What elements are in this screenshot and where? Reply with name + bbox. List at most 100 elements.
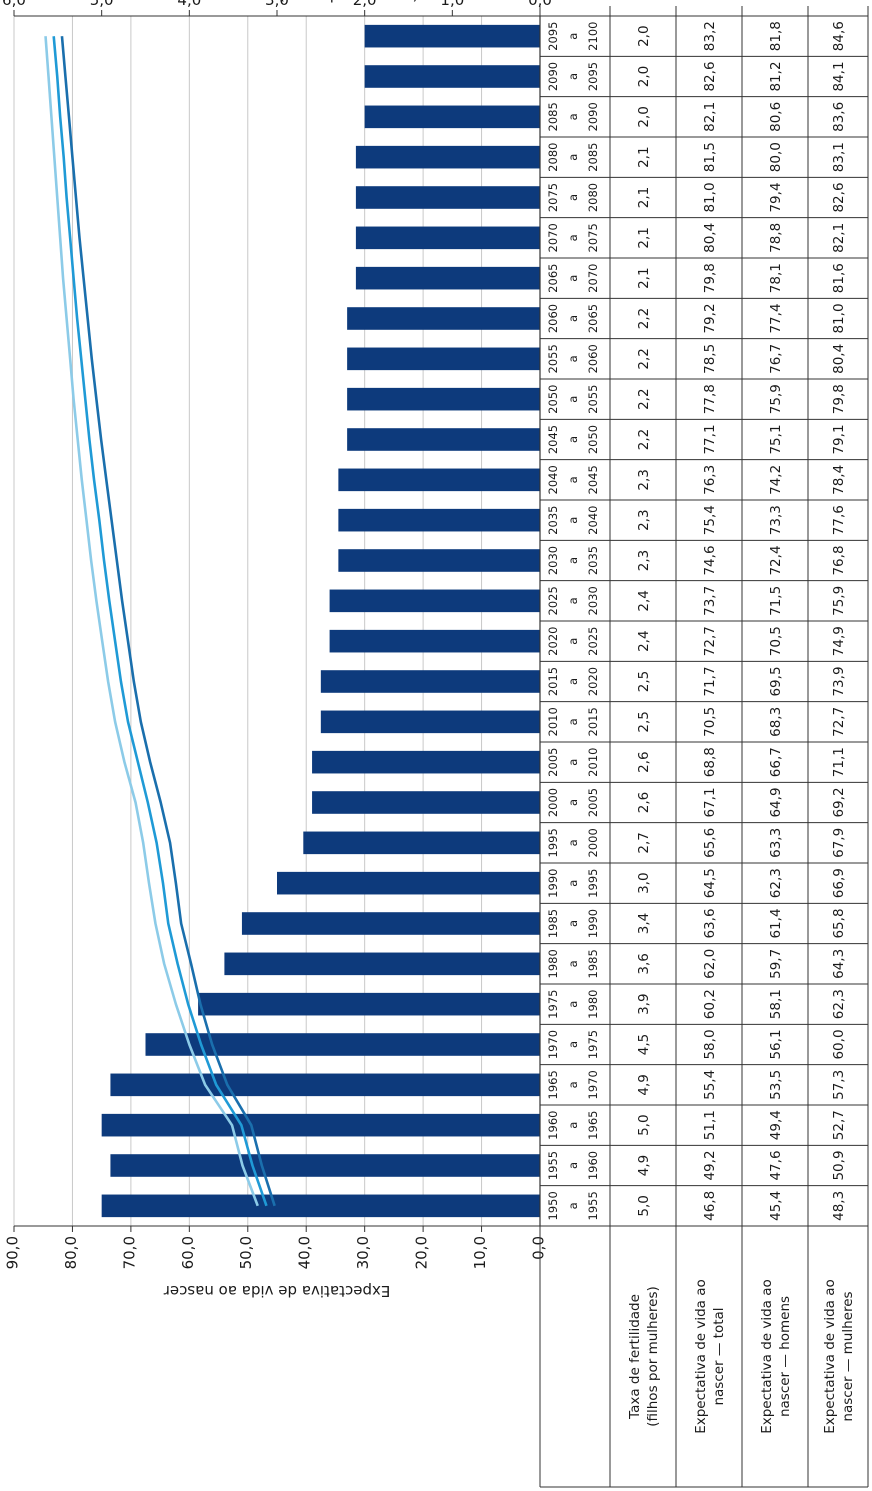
table-cell-value: 3,9 bbox=[636, 993, 652, 1014]
table-cell-value: 55,4 bbox=[702, 1070, 718, 1100]
period-label-end: 2000 bbox=[586, 828, 600, 857]
period-label-start: 2095 bbox=[546, 22, 560, 51]
period-label-end: 2005 bbox=[586, 788, 600, 817]
fertility-bar bbox=[110, 1073, 541, 1097]
table-cell-value: 2,3 bbox=[636, 469, 652, 490]
table-cell-value: 48,3 bbox=[831, 1191, 847, 1221]
period-label-start: 2055 bbox=[546, 344, 560, 373]
table-cell-value: 2,0 bbox=[636, 106, 652, 127]
table-cell-value: 83,2 bbox=[702, 21, 718, 51]
table-cell-value: 2,6 bbox=[636, 792, 652, 813]
fertility-bar bbox=[347, 307, 541, 330]
table-cell-value: 75,1 bbox=[768, 424, 784, 454]
period-label-sep: a bbox=[566, 154, 580, 161]
table-cell-value: 65,6 bbox=[702, 828, 718, 858]
table-cell-value: 68,8 bbox=[702, 747, 718, 777]
table-cell-value: 3,4 bbox=[636, 913, 652, 934]
table-cell-value: 79,4 bbox=[768, 182, 784, 212]
period-label-sep: a bbox=[566, 839, 580, 846]
table-cell-value: 2,1 bbox=[636, 267, 652, 288]
fertility-bar bbox=[277, 871, 541, 895]
period-label-end: 2020 bbox=[586, 667, 600, 696]
fertility-bars bbox=[101, 24, 541, 1218]
period-label-sep: a bbox=[566, 517, 580, 524]
table-cell-value: 66,9 bbox=[831, 868, 847, 898]
table-cell-value: 46,8 bbox=[702, 1191, 718, 1221]
table-cell-value: 82,1 bbox=[831, 223, 847, 253]
table-cell-value: 61,4 bbox=[768, 908, 784, 938]
table-cell-value: 62,3 bbox=[768, 868, 784, 898]
left-axis-tick-label: 40,0 bbox=[296, 1236, 314, 1269]
period-label-sep: a bbox=[566, 194, 580, 201]
table-cell-value: 78,5 bbox=[702, 344, 718, 374]
period-label-start: 1970 bbox=[546, 1030, 560, 1059]
period-label-start: 2060 bbox=[546, 304, 560, 333]
left-axis-title: Expectativa de vida ao nascer bbox=[163, 1282, 390, 1300]
fertility-bar bbox=[312, 750, 541, 774]
table-cell-value: 67,9 bbox=[831, 828, 847, 858]
table-cell-value: 2,2 bbox=[636, 388, 652, 409]
table-cell-value: 79,8 bbox=[831, 384, 847, 414]
table-cell-value: 76,3 bbox=[702, 465, 718, 495]
period-label-sep: a bbox=[566, 880, 580, 887]
period-label-start: 2080 bbox=[546, 143, 560, 172]
period-label-start: 1950 bbox=[546, 1191, 560, 1220]
period-label-sep: a bbox=[566, 557, 580, 564]
table-cell-value: 2,7 bbox=[636, 832, 652, 853]
period-label-end: 1980 bbox=[586, 990, 600, 1019]
period-label-end: 2070 bbox=[586, 264, 600, 293]
period-label-start: 1955 bbox=[546, 1151, 560, 1180]
period-label-start: 1985 bbox=[546, 909, 560, 938]
table-cell-value: 72,7 bbox=[702, 626, 718, 656]
left-axis-tick-label: 50,0 bbox=[237, 1236, 255, 1269]
period-label-sep: a bbox=[566, 960, 580, 967]
table-cell-value: 82,6 bbox=[702, 61, 718, 91]
table-cell-value: 2,1 bbox=[636, 227, 652, 248]
table-cell-value: 67,1 bbox=[702, 787, 718, 817]
fertility-bar bbox=[224, 952, 541, 976]
table-cell-value: 58,1 bbox=[768, 989, 784, 1019]
period-label-sep: a bbox=[566, 73, 580, 80]
period-label-start: 2065 bbox=[546, 264, 560, 293]
period-label-sep: a bbox=[566, 1202, 580, 1209]
fertility-bar bbox=[355, 186, 541, 209]
table-cell-value: 69,2 bbox=[831, 787, 847, 817]
fertility-bar bbox=[364, 65, 541, 88]
table-cell-value: 75,9 bbox=[768, 384, 784, 414]
table-cell-value: 83,6 bbox=[831, 102, 847, 132]
period-label-sep: a bbox=[566, 638, 580, 645]
period-label-end: 1970 bbox=[586, 1070, 600, 1099]
left-axis-tick-label: 60,0 bbox=[179, 1236, 197, 1269]
table-cell-value: 3,0 bbox=[636, 872, 652, 893]
period-label-end: 1985 bbox=[586, 949, 600, 978]
period-label-sep: a bbox=[566, 920, 580, 927]
table-cell-value: 80,6 bbox=[768, 102, 784, 132]
left-axis-tick-label: 20,0 bbox=[413, 1236, 431, 1269]
table-cell-value: 64,5 bbox=[702, 868, 718, 898]
table-cell-value: 2,3 bbox=[636, 509, 652, 530]
table-cell-value: 58,0 bbox=[702, 1029, 718, 1059]
period-label-start: 1980 bbox=[546, 949, 560, 978]
table-cell-value: 2,2 bbox=[636, 348, 652, 369]
period-label-end: 1995 bbox=[586, 869, 600, 898]
period-label-sep: a bbox=[566, 799, 580, 806]
right-axis-tick-label: 0,0 bbox=[528, 0, 552, 9]
table-cell-value: 53,5 bbox=[768, 1070, 784, 1100]
period-label-start: 2040 bbox=[546, 465, 560, 494]
table-row-label: (filhos por mulheres) bbox=[645, 1286, 661, 1427]
table-cell-value: 69,5 bbox=[768, 666, 784, 696]
period-label-sep: a bbox=[566, 678, 580, 685]
table-cell-value: 81,5 bbox=[702, 142, 718, 172]
table-row-label: Taxa de fertilidade bbox=[627, 1294, 643, 1420]
table-cell-value: 3,6 bbox=[636, 953, 652, 974]
table-cell-value: 2,0 bbox=[636, 25, 652, 46]
table-cell-value: 84,1 bbox=[831, 61, 847, 91]
fertility-bar bbox=[355, 145, 541, 169]
period-label-start: 2010 bbox=[546, 707, 560, 736]
table-cell-value: 72,4 bbox=[768, 545, 784, 575]
table-cell-value: 79,2 bbox=[702, 303, 718, 333]
table-cell-value: 62,3 bbox=[831, 989, 847, 1019]
period-label-sep: a bbox=[566, 476, 580, 483]
fertility-bar bbox=[338, 468, 541, 492]
table-cell-value: 78,8 bbox=[768, 223, 784, 253]
